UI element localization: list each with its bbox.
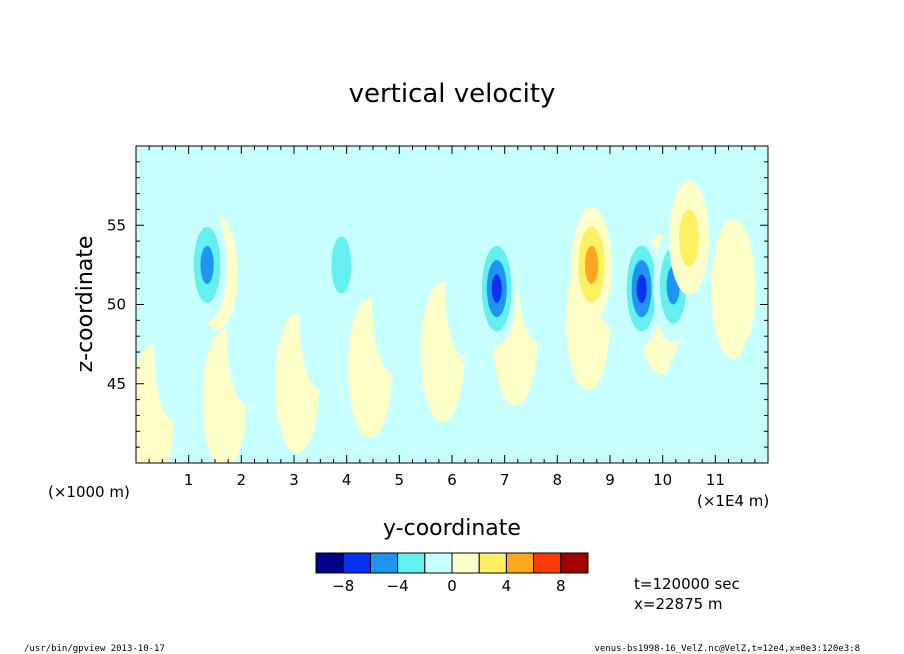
velocity-contour	[491, 274, 502, 303]
x-scale-note: (×1E4 m)	[697, 492, 769, 510]
colorbar-swatch	[369, 552, 399, 574]
x-unit-note: (×1000 m)	[48, 483, 130, 501]
x-tick-label: 7	[500, 471, 510, 489]
background-cell	[711, 218, 756, 359]
chart-title: vertical velocity	[349, 79, 556, 109]
velocity-contour	[636, 274, 647, 303]
velocity-contour	[679, 209, 699, 267]
footer-right: venus-bs1998-16_VelZ.nc@VelZ,t=12e4,x=0e…	[594, 644, 860, 654]
x-tick-label: 1	[184, 471, 194, 489]
background-cell	[735, 329, 768, 463]
background-cell	[372, 234, 417, 375]
colorbar-swatch	[560, 552, 589, 574]
colorbar-swatch	[424, 552, 453, 574]
colorbar-tick-label: −4	[387, 577, 409, 595]
time-info: t=120000 sec	[634, 575, 740, 593]
background-cell	[444, 218, 489, 359]
colorbar-swatch	[478, 552, 507, 574]
velocity-contour	[584, 245, 599, 284]
x-axis-label: y-coordinate	[383, 516, 521, 541]
x-tick-label: 6	[447, 471, 457, 489]
x-tick-label: 9	[605, 471, 615, 489]
y-axis: 45 50 55	[107, 161, 768, 448]
colorbar-tick-label: 0	[447, 577, 457, 595]
velocity-contour	[200, 245, 214, 284]
plot-area	[136, 146, 768, 463]
background-cell	[517, 202, 562, 343]
colorbar-tick-label: 4	[502, 577, 512, 595]
position-info: x=22875 m	[634, 595, 723, 613]
velocity-contour	[331, 236, 352, 294]
background-cell	[250, 202, 295, 343]
colorbar-tick-label: −8	[332, 577, 354, 595]
y-tick-label: 45	[107, 375, 126, 393]
footer-left: /usr/bin/gpview 2013-10-17	[24, 644, 165, 654]
y-tick-label: 50	[107, 296, 126, 314]
colorbar-swatch	[533, 552, 562, 574]
y-axis-label: z-coordinate	[73, 236, 98, 373]
x-tick-label: 2	[237, 471, 247, 489]
x-tick-label: 4	[342, 471, 352, 489]
colorbar-swatch	[342, 552, 371, 574]
velocity-field	[136, 180, 768, 463]
colorbar-swatch	[505, 552, 535, 574]
colorbar: −8 −4 0 4 8	[315, 552, 589, 595]
colorbar-swatch	[315, 552, 344, 574]
x-tick-label: 5	[395, 471, 405, 489]
colorbar-swatch	[397, 552, 426, 574]
x-tick-label: 3	[289, 471, 299, 489]
x-tick-label: 11	[706, 471, 725, 489]
colorbar-swatch	[451, 552, 480, 574]
colorbar-tick-label: 8	[556, 577, 566, 595]
x-tick-label: 8	[553, 471, 563, 489]
y-tick-label: 55	[107, 216, 126, 234]
x-axis: 1 2 3 4 5 6 7 8 9 10 11	[148, 146, 756, 489]
x-tick-label: 10	[653, 471, 672, 489]
